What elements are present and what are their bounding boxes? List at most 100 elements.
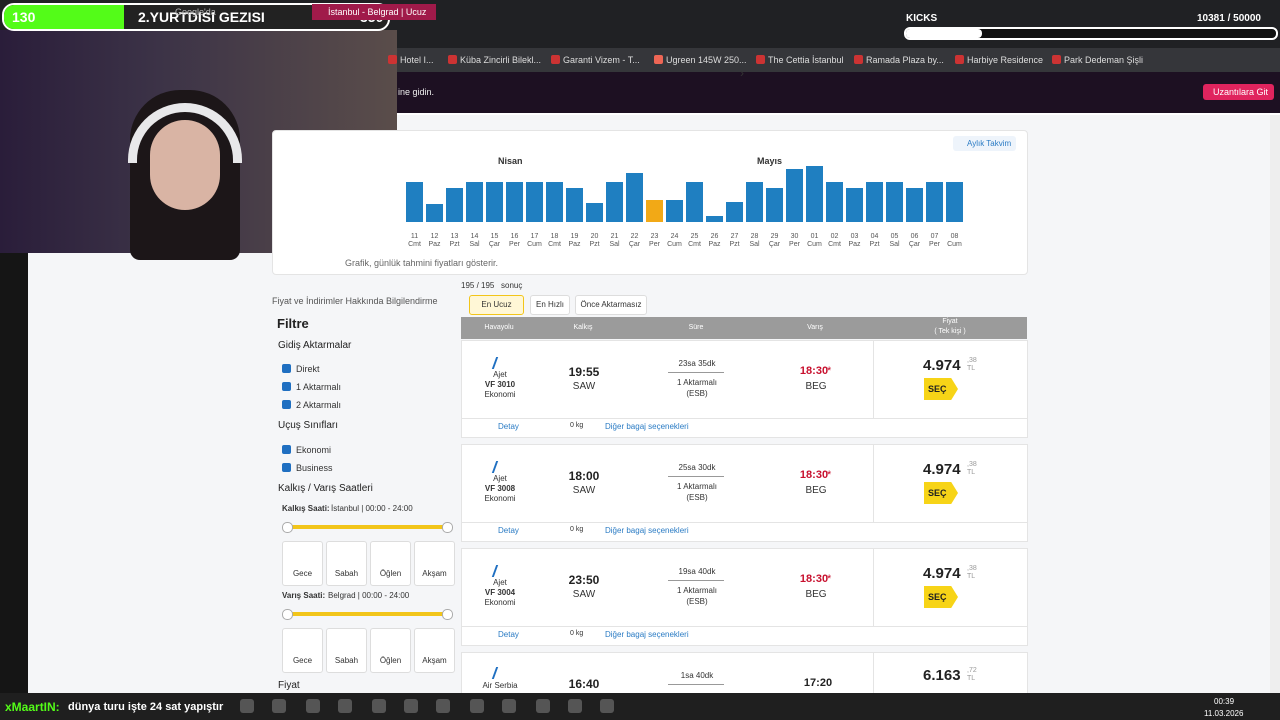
price-bar[interactable] — [806, 166, 823, 222]
tab[interactable]: Google'da — [175, 7, 216, 17]
checkbox-label[interactable]: Ekonomi — [296, 445, 332, 455]
price-bar[interactable] — [446, 188, 463, 222]
slider-handle[interactable] — [282, 609, 293, 620]
slider-handle[interactable] — [442, 609, 453, 620]
bookmark[interactable]: Hotel I... — [400, 55, 434, 65]
price-bar[interactable] — [506, 182, 523, 222]
price-bar[interactable] — [726, 202, 743, 222]
taskbar-icon[interactable] — [436, 699, 450, 713]
checkbox-label[interactable]: 1 Aktarmalı — [296, 382, 342, 392]
taskbar-icon[interactable] — [404, 699, 418, 713]
price-bar[interactable] — [866, 182, 883, 222]
baggage-options[interactable]: Diğer bagaj seçenekleri — [605, 422, 689, 431]
taskbar-icon[interactable] — [372, 699, 386, 713]
checkbox-label[interactable]: 2 Aktarmalı — [296, 400, 342, 410]
taskbar-icon[interactable] — [536, 699, 550, 713]
sort-tab[interactable]: En Ucuz — [469, 295, 524, 315]
price-bar[interactable] — [926, 182, 943, 222]
taskbar-icon[interactable] — [470, 699, 484, 713]
select-button[interactable]: SEÇ — [924, 482, 958, 504]
banner-button[interactable]: Uzantılara Git — [1203, 84, 1275, 100]
airline-name: Ajet — [493, 474, 507, 483]
price-bar[interactable] — [686, 182, 703, 222]
price-bar[interactable] — [566, 188, 583, 222]
price-bar[interactable] — [646, 200, 663, 222]
taskbar-icon[interactable] — [272, 699, 286, 713]
column-header[interactable]: Varış — [807, 324, 823, 331]
price-bar[interactable] — [746, 182, 763, 222]
price-bar[interactable] — [606, 182, 623, 222]
taskbar-icon[interactable] — [240, 699, 254, 713]
slider-handle[interactable] — [282, 522, 293, 533]
price-bar[interactable] — [826, 182, 843, 222]
price-bar[interactable] — [906, 188, 923, 222]
currency: TL — [967, 573, 976, 580]
period-button[interactable]: Gece — [282, 628, 323, 673]
checkbox[interactable] — [282, 400, 291, 409]
checkbox[interactable] — [282, 445, 291, 454]
price-bar[interactable] — [766, 188, 783, 222]
price-bar[interactable] — [406, 182, 423, 222]
checkbox[interactable] — [282, 382, 291, 391]
price-bar[interactable] — [666, 200, 683, 222]
price-bar[interactable] — [626, 173, 643, 222]
checkbox-label[interactable]: Direkt — [296, 364, 320, 374]
period-label: Gece — [292, 656, 313, 665]
baggage-options[interactable]: Diğer bagaj seçenekleri — [605, 526, 689, 535]
duration: 23sa 35dk — [678, 359, 716, 368]
period-button[interactable]: Öğlen — [370, 541, 411, 586]
period-button[interactable]: Gece — [282, 541, 323, 586]
details-link[interactable]: Detay — [498, 630, 519, 639]
price-bar[interactable] — [846, 188, 863, 222]
bookmark[interactable]: Garanti Vizem - T... — [563, 55, 640, 65]
period-button[interactable]: Öğlen — [370, 628, 411, 673]
taskbar-icon[interactable] — [568, 699, 582, 713]
taskbar-icon[interactable] — [600, 699, 614, 713]
select-button[interactable]: SEÇ — [924, 586, 958, 608]
period-button[interactable]: Akşam — [414, 541, 455, 586]
price-bar[interactable] — [886, 182, 903, 222]
bookmark[interactable]: Harbiye Residence — [967, 55, 1044, 65]
checkbox[interactable] — [282, 463, 291, 472]
period-button[interactable]: Akşam — [414, 628, 455, 673]
day-weekday: Cmt — [688, 241, 701, 248]
tab[interactable]: İstanbul - Belgrad | Ucuz — [312, 4, 436, 20]
baggage-options[interactable]: Diğer bagaj seçenekleri — [605, 630, 689, 639]
price-bar[interactable] — [426, 204, 443, 222]
price-bar[interactable] — [946, 182, 963, 222]
flight-card: Ajet VF 3008 Ekonomi 18:00 SAW 25sa 30dk 1 Akt… — [461, 444, 1028, 542]
price-bar[interactable] — [786, 169, 803, 222]
period-button[interactable]: Sabah — [326, 628, 367, 673]
taskbar-icon[interactable] — [306, 699, 320, 713]
column-header[interactable]: Havayolu — [484, 324, 514, 331]
sort-tab[interactable]: En Hızlı — [530, 295, 570, 315]
calendar-button[interactable]: Aylık Takvim — [953, 136, 1017, 151]
taskbar-icon[interactable] — [502, 699, 516, 713]
taskbar-icon[interactable] — [338, 699, 352, 713]
bookmark[interactable]: Ramada Plaza by... — [866, 55, 944, 65]
bookmark[interactable]: Küba Zincirli Bilekl... — [460, 55, 542, 65]
checkbox-label[interactable]: Business — [296, 463, 333, 473]
sort-tab[interactable]: Önce Aktarmasız — [575, 295, 647, 315]
month-label: Nisan — [498, 156, 523, 166]
period-button[interactable]: Sabah — [326, 541, 367, 586]
arrival-airport: BEG — [805, 589, 827, 600]
price-bar[interactable] — [466, 182, 483, 222]
price-bar[interactable] — [546, 182, 563, 222]
column-header[interactable]: Süre — [688, 324, 704, 331]
slider-handle[interactable] — [442, 522, 453, 533]
column-header[interactable]: Kalkış — [573, 324, 593, 331]
price-bar[interactable] — [486, 182, 503, 222]
details-link[interactable]: Detay — [498, 526, 519, 535]
filter-info[interactable]: Fiyat ve İndirimler Hakkında Bilgilendir… — [272, 296, 438, 306]
bookmark[interactable]: Park Dedeman Şişli — [1064, 55, 1144, 65]
details-link[interactable]: Detay — [498, 422, 519, 431]
price-bar[interactable] — [586, 203, 603, 222]
select-button[interactable]: SEÇ — [924, 378, 958, 400]
price-bar[interactable] — [526, 182, 543, 222]
day-date: 21 — [610, 233, 619, 240]
price-bar[interactable] — [706, 216, 723, 222]
checkbox[interactable] — [282, 364, 291, 373]
bookmark[interactable]: Ugreen 145W 250... — [666, 55, 747, 65]
bookmark[interactable]: The Cettia İstanbul — [768, 55, 844, 65]
